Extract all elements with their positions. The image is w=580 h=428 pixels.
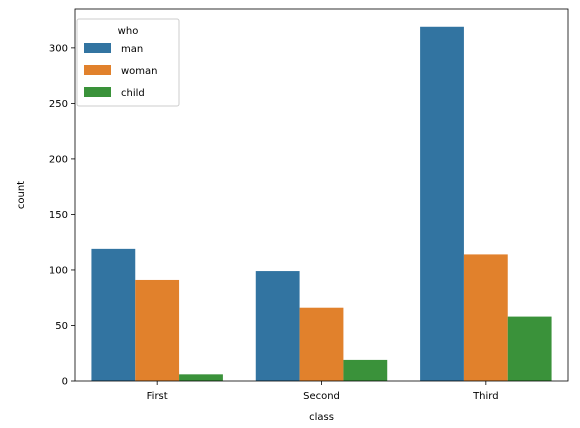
legend-label-woman: woman [121, 66, 158, 77]
bar-child-third [507, 316, 552, 381]
bars-group [91, 26, 552, 382]
bar-woman-third [463, 254, 508, 381]
y-axis-label: count [16, 181, 27, 209]
bar-woman-first [135, 279, 180, 381]
legend-items: man woman child [84, 43, 158, 99]
x-axis-ticks: First Second Third [147, 381, 499, 402]
legend-label-child: child [121, 88, 145, 99]
bar-child-second [343, 359, 388, 381]
bar-man-second [255, 271, 300, 381]
legend-swatch-woman [84, 65, 111, 75]
legend-swatch-man [84, 43, 111, 53]
x-tick-label: Third [472, 391, 499, 402]
y-tick-label: 150 [49, 210, 68, 221]
bar-child-first [179, 374, 223, 381]
plot-area: 0 50 100 150 200 250 300 First Second Third clas… [16, 8, 569, 423]
bar-man-third [420, 26, 464, 382]
legend-swatch-child [84, 87, 111, 97]
legend: who man woman child [76, 18, 180, 107]
legend-title: who [118, 26, 139, 37]
y-tick-label: 200 [49, 154, 68, 165]
y-axis-ticks: 0 50 100 150 200 250 300 [49, 43, 75, 388]
plot-frame [74, 8, 569, 382]
legend-box [76, 18, 180, 107]
x-axis-label: class [309, 412, 334, 423]
y-tick-label: 50 [55, 321, 68, 332]
bar-woman-second [299, 307, 344, 381]
legend-label-man: man [121, 44, 143, 55]
y-tick-label: 0 [62, 377, 68, 388]
bar-man-first [91, 248, 136, 381]
y-tick-label: 250 [49, 99, 68, 110]
x-tick-label: First [147, 391, 168, 402]
x-tick-label: Second [303, 391, 340, 402]
y-tick-label: 300 [49, 43, 68, 54]
y-tick-label: 100 [49, 265, 68, 276]
